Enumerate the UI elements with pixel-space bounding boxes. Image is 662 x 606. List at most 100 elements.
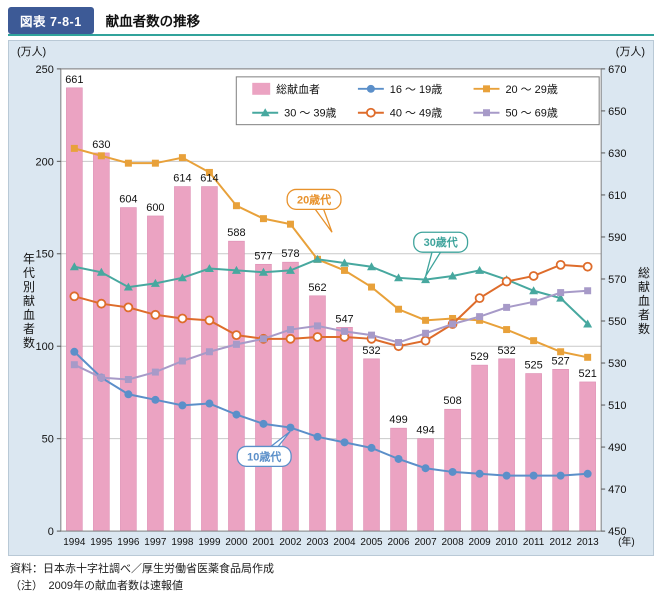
bar-total-donors (417, 438, 434, 532)
marker-square (422, 329, 430, 337)
right-tick-label: 630 (608, 148, 626, 160)
x-tick-label: 2006 (387, 537, 410, 548)
marker-triangle (583, 319, 593, 328)
marker-triangle (204, 264, 214, 273)
marker-square (205, 348, 213, 356)
x-tick-label: 2002 (279, 537, 302, 548)
callout-label: 20歳代 (297, 192, 331, 206)
bar-value-label: 562 (308, 282, 326, 294)
callout-bubble (286, 188, 342, 210)
marker-open-circle (285, 333, 296, 344)
marker-square (97, 152, 105, 160)
left-tick-label: 50 (42, 434, 54, 446)
x-tick-label: 1994 (63, 537, 86, 548)
x-tick-label: 2000 (225, 537, 248, 548)
marker-square (124, 159, 132, 167)
right-tick-label: 610 (608, 190, 626, 202)
marker-open-circle (150, 309, 161, 320)
right-tick-label: 510 (608, 400, 626, 412)
marker-circle (259, 419, 268, 428)
marker-square (286, 220, 294, 228)
figure-footer: 資料：日本赤十字社調べ／厚生労働省医薬食品局作成 （注） 2009年の献血者数は… (10, 561, 274, 594)
x-tick-label: 2011 (523, 537, 545, 548)
right-tick-label: 570 (608, 274, 626, 286)
callout-label: 10歳代 (247, 449, 281, 463)
legend-label: 40 ～ 49歳 (390, 107, 442, 120)
marker-square (341, 327, 348, 335)
marker-circle (178, 401, 187, 410)
x-tick-label: 2004 (333, 537, 356, 548)
callout-bubble (413, 231, 469, 253)
bar-total-donors (498, 358, 515, 532)
marker-square (476, 313, 484, 321)
x-tick-label: 2003 (306, 537, 329, 548)
marker-circle (70, 347, 79, 356)
bar-value-label: 521 (579, 368, 597, 380)
marker-triangle (69, 262, 79, 271)
left-tick-label: 200 (36, 156, 54, 168)
x-tick-label: 1998 (171, 537, 194, 548)
left-tick-label: 100 (36, 341, 54, 353)
marker-square (205, 168, 213, 176)
figure-number-badge: 図表 7-8-1 (8, 6, 94, 34)
marker-square (151, 368, 159, 376)
marker-triangle (529, 286, 539, 295)
marker-square (124, 376, 132, 383)
bar-total-donors (93, 152, 110, 532)
figure-title: 献血者数の推移 (105, 14, 201, 29)
marker-square (503, 326, 511, 334)
bar-total-donors (201, 186, 218, 532)
bar-value-label: 588 (227, 227, 245, 239)
chart-panel: 661 630 604 600 614 614 588 577 578 562 547 532 499 4… (8, 40, 654, 556)
right-tick-label: 530 (608, 358, 626, 370)
series-line-1 (74, 147, 588, 359)
x-tick-label: 1999 (198, 537, 221, 548)
marker-circle (475, 469, 484, 478)
bar-value-label: 600 (146, 202, 164, 214)
x-tick-label: 2001 (252, 537, 275, 548)
marker-open-circle (420, 335, 431, 346)
bar-total-donors (525, 373, 542, 532)
callout-label: 30歳代 (424, 235, 458, 249)
marker-square (503, 303, 511, 311)
series-line-4 (73, 289, 588, 381)
bar-value-label: 529 (470, 351, 488, 363)
legend-swatch (252, 82, 271, 95)
right-tick-label: 550 (608, 316, 626, 328)
marker-triangle (150, 278, 160, 287)
marker-square (449, 320, 457, 328)
bar-total-donors (390, 427, 407, 532)
marker-circle (448, 467, 457, 476)
marker-circle (394, 455, 403, 463)
figure-header: 図表 7-8-1 献血者数の推移 (8, 6, 654, 34)
right-axis-unit: (万人) (616, 45, 645, 58)
marker-triangle (421, 275, 431, 284)
marker-square (584, 353, 592, 361)
marker-triangle (177, 273, 187, 282)
bar-value-label: 532 (362, 345, 380, 357)
marker-triangle (556, 293, 566, 302)
marker-square (368, 331, 376, 339)
legend-label: 16 ～ 19歳 (390, 83, 442, 96)
marker-open-circle (501, 276, 512, 287)
marker-open-circle (123, 302, 134, 313)
bar-value-label: 499 (389, 414, 407, 426)
x-tick-label: 1996 (117, 537, 140, 548)
marker-open-circle (96, 298, 107, 309)
marker-open-circle (365, 107, 376, 118)
marker-square (422, 316, 430, 324)
callout-bubble (236, 445, 292, 467)
bar-value-label: 577 (254, 250, 272, 262)
marker-open-circle (555, 259, 566, 270)
marker-triangle (96, 267, 106, 276)
marker-square (476, 316, 484, 324)
marker-square (151, 159, 159, 167)
marker-square (259, 215, 267, 223)
bar-value-label: 578 (281, 248, 299, 260)
x-tick-label: 2005 (360, 537, 383, 548)
marker-open-circle (204, 315, 215, 326)
marker-square (97, 374, 105, 382)
marker-circle (124, 390, 133, 399)
marker-open-circle (177, 313, 188, 324)
